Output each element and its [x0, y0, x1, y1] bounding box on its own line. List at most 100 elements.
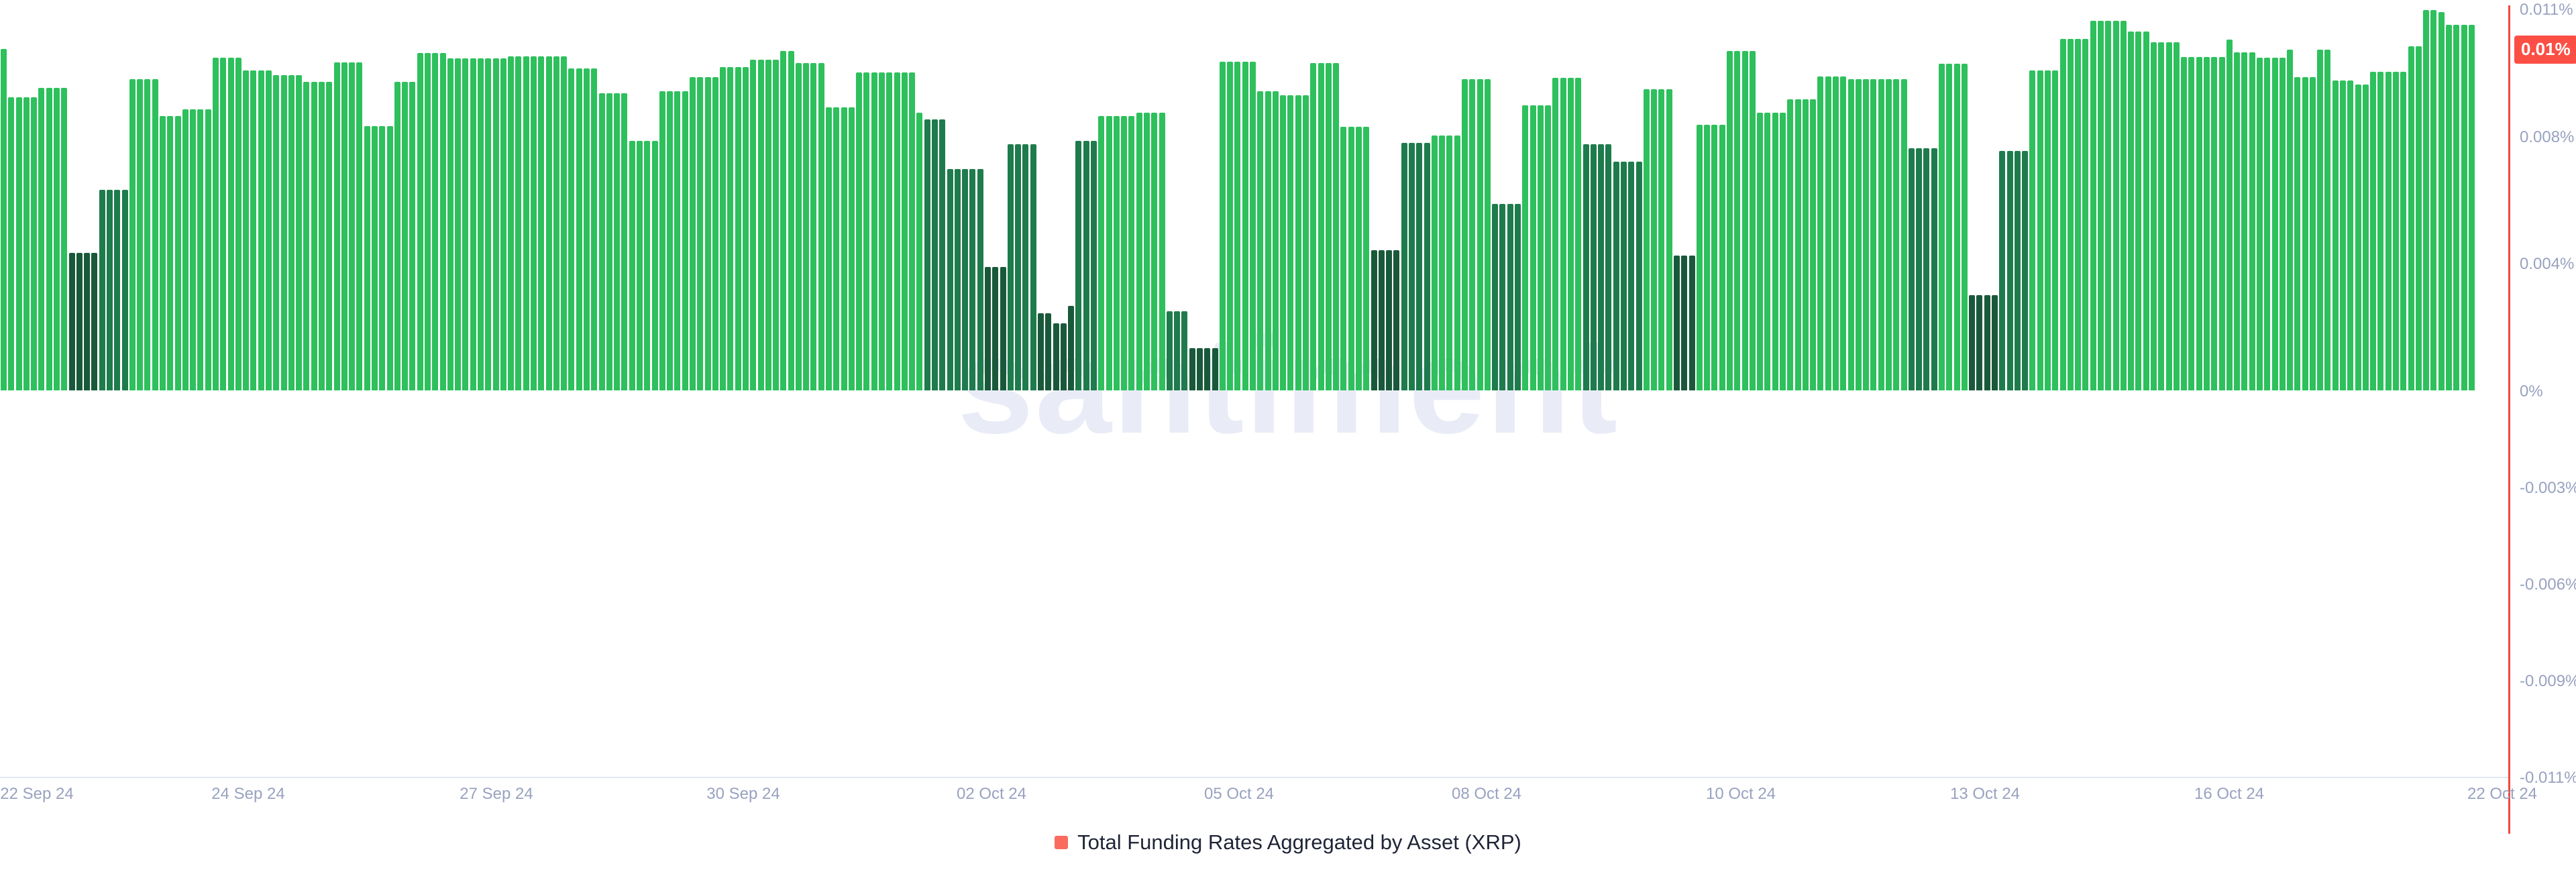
funding-rate-bar[interactable] — [2256, 57, 2263, 390]
funding-rate-bar[interactable] — [1938, 63, 1945, 390]
funding-rate-bar[interactable] — [727, 66, 734, 390]
funding-rate-bar[interactable] — [2385, 71, 2392, 390]
funding-rate-bar[interactable] — [99, 190, 105, 390]
funding-rate-bar[interactable] — [1219, 62, 1226, 390]
funding-rate-bar[interactable] — [1658, 89, 1665, 390]
funding-rate-bar[interactable] — [1250, 62, 1256, 390]
funding-rate-bar[interactable] — [689, 77, 696, 390]
funding-rate-bar[interactable] — [1900, 79, 1907, 390]
funding-rate-bar[interactable] — [1605, 144, 1612, 390]
funding-rate-bar[interactable] — [1704, 125, 1711, 390]
funding-rate-bar[interactable] — [371, 125, 378, 390]
funding-rate-bar[interactable] — [1030, 144, 1036, 390]
funding-rate-bar[interactable] — [1098, 116, 1105, 390]
funding-rate-bar[interactable] — [1287, 95, 1294, 390]
funding-rate-bar[interactable] — [2128, 31, 2135, 390]
funding-rate-bar[interactable] — [1212, 348, 1218, 390]
funding-rate-bar[interactable] — [1984, 294, 1990, 390]
funding-rate-bar[interactable] — [2052, 70, 2059, 390]
funding-rate-bar[interactable] — [1144, 113, 1150, 390]
funding-rate-bar[interactable] — [2090, 20, 2096, 390]
funding-rate-bar[interactable] — [742, 66, 749, 390]
funding-rate-bar[interactable] — [894, 72, 900, 390]
funding-rate-bar[interactable] — [31, 97, 38, 390]
funding-rate-bar[interactable] — [144, 79, 151, 390]
funding-rate-bar[interactable] — [1688, 256, 1695, 390]
funding-rate-bar[interactable] — [2037, 70, 2043, 390]
legend[interactable]: Total Funding Rates Aggregated by Asset … — [0, 830, 2576, 855]
funding-rate-bar[interactable] — [1431, 135, 1438, 390]
funding-rate-bar[interactable] — [2287, 49, 2294, 390]
funding-rate-bar[interactable] — [1356, 127, 1362, 390]
funding-rate-bar[interactable] — [606, 93, 612, 390]
funding-rate-bar[interactable] — [341, 62, 347, 390]
funding-rate-bar[interactable] — [697, 77, 704, 390]
funding-rate-bar[interactable] — [1416, 143, 1423, 390]
funding-rate-bar[interactable] — [2249, 52, 2255, 390]
funding-rate-bar[interactable] — [939, 119, 946, 390]
funding-rate-bar[interactable] — [402, 82, 409, 390]
funding-rate-bar[interactable] — [273, 74, 280, 390]
funding-rate-bar[interactable] — [1393, 250, 1400, 390]
funding-rate-bar[interactable] — [2355, 84, 2361, 390]
funding-rate-bar[interactable] — [2226, 40, 2233, 390]
funding-rate-bar[interactable] — [205, 109, 211, 390]
funding-rate-bar[interactable] — [1401, 143, 1407, 390]
funding-rate-bar[interactable] — [417, 52, 423, 390]
funding-rate-bar[interactable] — [1779, 113, 1786, 390]
funding-rate-bar[interactable] — [2279, 57, 2286, 390]
funding-rate-bar[interactable] — [106, 190, 113, 390]
funding-rate-bar[interactable] — [2150, 42, 2157, 390]
funding-rate-bar[interactable] — [1961, 63, 1968, 390]
funding-rate-bar[interactable] — [1946, 63, 1953, 390]
funding-rate-bar[interactable] — [1598, 144, 1605, 390]
funding-rate-bar[interactable] — [1060, 323, 1067, 390]
funding-rate-bar[interactable] — [15, 97, 22, 390]
funding-rate-bar[interactable] — [523, 56, 529, 390]
funding-rate-bar[interactable] — [1325, 63, 1332, 390]
funding-rate-bar[interactable] — [1991, 294, 1998, 390]
funding-rate-bar[interactable] — [2453, 25, 2460, 390]
funding-rate-bar[interactable] — [1507, 204, 1513, 390]
funding-rate-bar[interactable] — [2309, 77, 2316, 390]
funding-rate-bar[interactable] — [863, 72, 870, 390]
funding-rate-bar[interactable] — [1378, 250, 1385, 390]
funding-rate-bar[interactable] — [659, 91, 665, 390]
funding-rate-bar[interactable] — [1999, 150, 2006, 390]
funding-rate-bar[interactable] — [492, 58, 499, 390]
funding-rate-bar[interactable] — [114, 190, 121, 390]
funding-rate-bar[interactable] — [757, 60, 764, 390]
funding-rate-bar[interactable] — [1953, 63, 1960, 390]
funding-rate-bar[interactable] — [2022, 150, 2029, 390]
funding-rate-bar[interactable] — [1068, 306, 1075, 390]
funding-rate-bar[interactable] — [1537, 105, 1544, 390]
funding-rate-bar[interactable] — [2203, 56, 2210, 390]
funding-rate-bar[interactable] — [2271, 57, 2278, 390]
funding-rate-bar[interactable] — [1787, 99, 1794, 390]
funding-rate-bar[interactable] — [311, 82, 317, 390]
funding-rate-bar[interactable] — [2112, 20, 2119, 390]
funding-rate-bar[interactable] — [1310, 63, 1317, 390]
funding-rate-bar[interactable] — [220, 57, 227, 390]
funding-rate-bar[interactable] — [591, 68, 598, 390]
funding-rate-bar[interactable] — [977, 168, 983, 390]
funding-rate-bar[interactable] — [288, 74, 294, 390]
funding-rate-bar[interactable] — [720, 66, 727, 390]
funding-rate-bar[interactable] — [1371, 250, 1377, 390]
funding-rate-bar[interactable] — [197, 109, 204, 390]
funding-rate-bar[interactable] — [2302, 77, 2308, 390]
funding-rate-bar[interactable] — [750, 60, 757, 390]
funding-rate-bar[interactable] — [1242, 62, 1248, 390]
funding-rate-bar[interactable] — [1825, 76, 1831, 390]
funding-rate-bar[interactable] — [1045, 313, 1052, 390]
funding-rate-bar[interactable] — [167, 116, 174, 390]
funding-rate-bar[interactable] — [1719, 125, 1725, 390]
funding-rate-bar[interactable] — [38, 87, 45, 390]
funding-rate-bar[interactable] — [2264, 57, 2271, 390]
funding-rate-bar[interactable] — [1893, 79, 1900, 390]
funding-rate-bar[interactable] — [1121, 116, 1128, 390]
funding-rate-bar[interactable] — [985, 267, 991, 390]
funding-rate-bar[interactable] — [568, 68, 575, 390]
funding-rate-bar[interactable] — [651, 140, 658, 390]
funding-rate-bar[interactable] — [1810, 99, 1817, 390]
